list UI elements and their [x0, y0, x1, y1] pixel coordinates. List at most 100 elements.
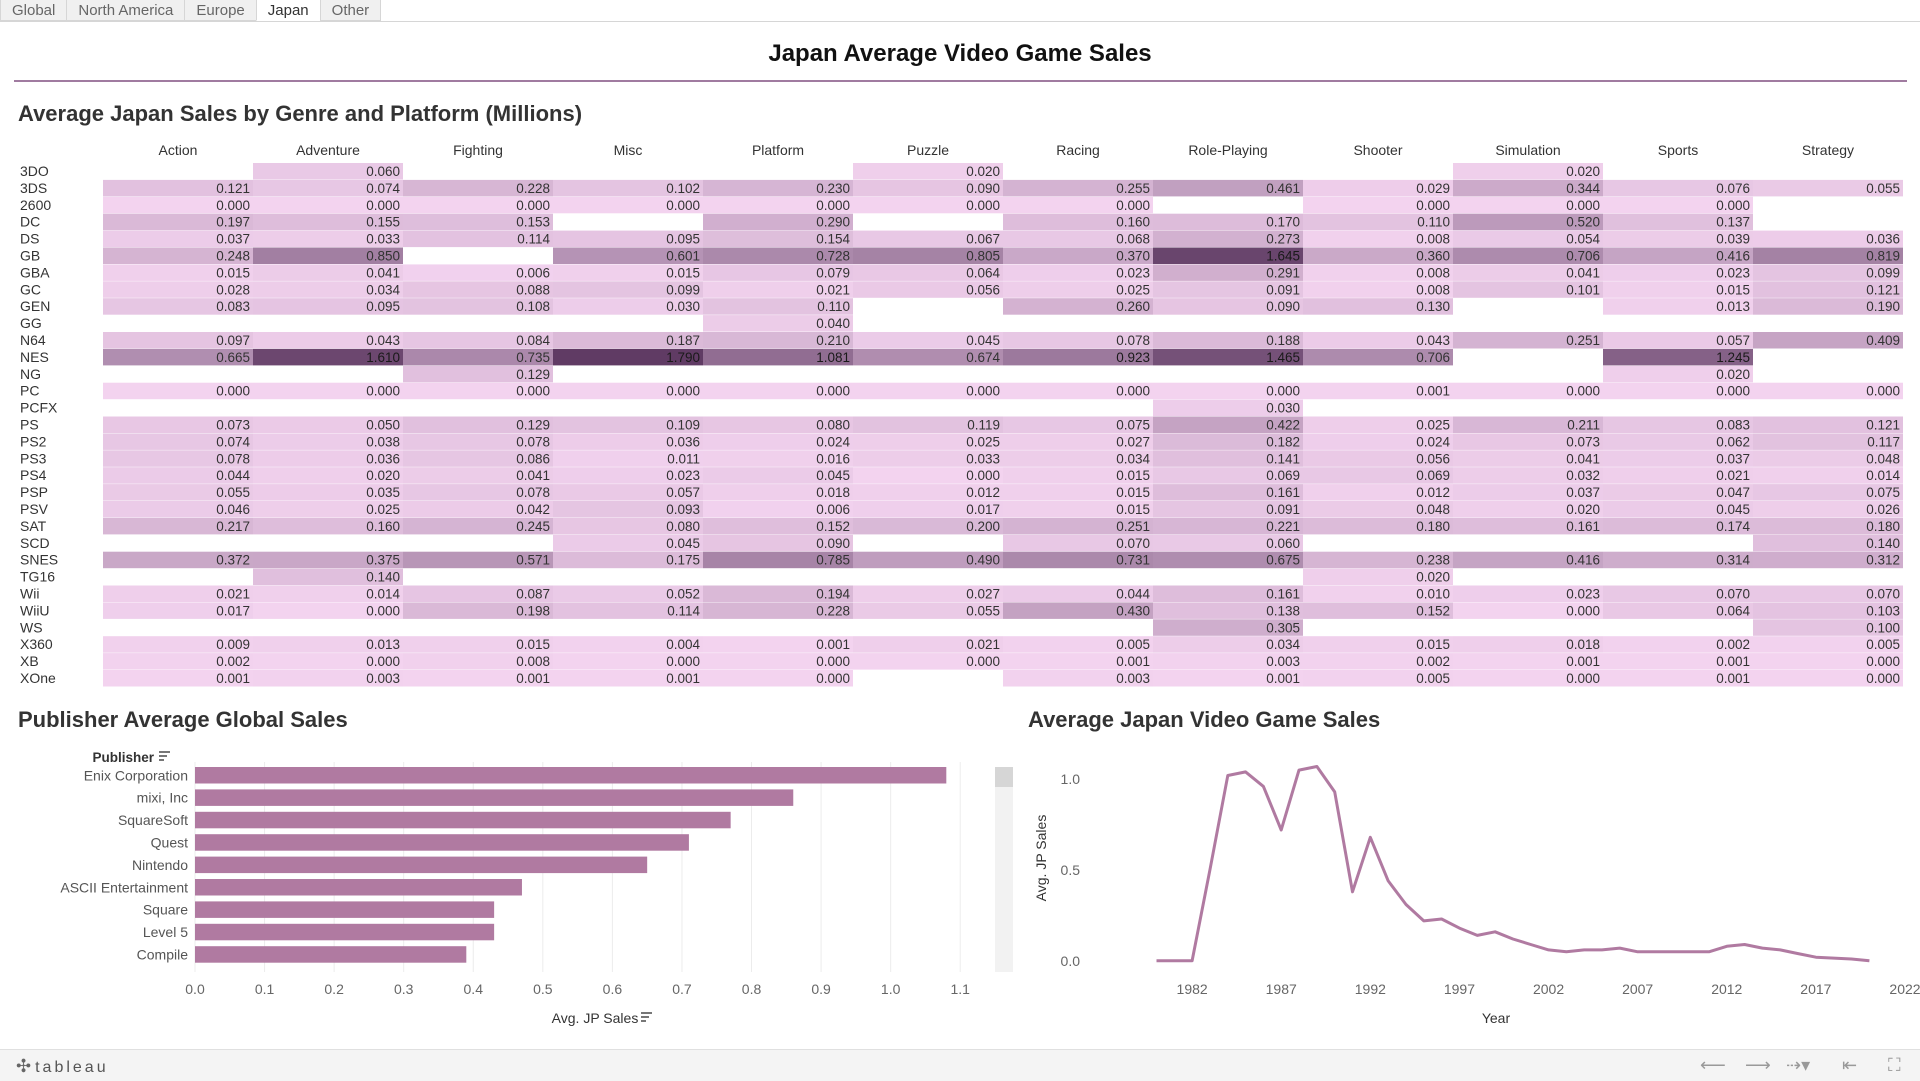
revert-icon[interactable]: ⇢▾ [1786, 1055, 1811, 1075]
heatmap-cell[interactable] [1453, 179, 1603, 197]
heatmap-cell[interactable] [1153, 551, 1303, 569]
heatmap-cell[interactable] [403, 433, 553, 450]
heatmap-cell[interactable] [1003, 348, 1153, 366]
heatmap-cell[interactable] [1003, 281, 1153, 298]
heatmap-cell[interactable] [1603, 517, 1753, 535]
heatmap-cell[interactable] [1303, 501, 1453, 518]
heatmap-cell[interactable] [1453, 247, 1603, 265]
heatmap-cell[interactable] [103, 247, 253, 265]
heatmap-cell[interactable] [853, 484, 1003, 501]
heatmap-cell[interactable] [1003, 467, 1153, 484]
heatmap-cell[interactable] [103, 636, 253, 653]
heatmap-cell[interactable] [553, 517, 703, 535]
heatmap-cell[interactable] [853, 247, 1003, 265]
heatmap-cell[interactable] [1003, 501, 1153, 518]
heatmap-cell[interactable] [103, 653, 253, 670]
heatmap-cell[interactable] [553, 551, 703, 569]
heatmap-cell[interactable] [853, 467, 1003, 484]
heatmap-cell[interactable] [703, 551, 853, 569]
publisher-bar[interactable] [195, 811, 731, 829]
heatmap-cell[interactable] [553, 670, 703, 687]
heatmap-cell[interactable] [253, 213, 403, 231]
heatmap-cell[interactable] [1303, 568, 1453, 586]
heatmap-cell[interactable] [1003, 298, 1153, 315]
heatmap-cell[interactable] [1003, 585, 1153, 603]
heatmap-cell[interactable] [403, 450, 553, 467]
heatmap-cell[interactable] [553, 230, 703, 248]
heatmap-cell[interactable] [253, 433, 403, 450]
heatmap-cell[interactable] [1303, 416, 1453, 434]
heatmap-cell[interactable] [403, 484, 553, 501]
heatmap-cell[interactable] [703, 230, 853, 248]
heatmap-cell[interactable] [103, 467, 253, 484]
heatmap-cell[interactable] [253, 636, 403, 653]
heatmap-cell[interactable] [103, 585, 253, 603]
tableau-logo[interactable]: ✣ tableau [16, 1056, 109, 1076]
heatmap-cell[interactable] [553, 196, 703, 214]
heatmap-cell[interactable] [1453, 636, 1603, 653]
heatmap-cell[interactable] [703, 484, 853, 501]
heatmap-cell[interactable] [553, 450, 703, 467]
heatmap-cell[interactable] [853, 653, 1003, 670]
heatmap-cell[interactable] [403, 585, 553, 603]
heatmap-cell[interactable] [1003, 332, 1153, 349]
heatmap-cell[interactable] [853, 501, 1003, 518]
heatmap-cell[interactable] [1303, 264, 1453, 281]
heatmap-cell[interactable] [403, 653, 553, 670]
heatmap-cell[interactable] [253, 517, 403, 535]
heatmap-cell[interactable] [403, 298, 553, 315]
heatmap-cell[interactable] [253, 163, 403, 180]
heatmap-cell[interactable] [553, 264, 703, 281]
heatmap-cell[interactable] [703, 501, 853, 518]
heatmap-cell[interactable] [253, 247, 403, 265]
heatmap-cell[interactable] [1003, 213, 1153, 231]
heatmap-cell[interactable] [1753, 382, 1903, 400]
heatmap-cell[interactable] [1603, 264, 1753, 281]
heatmap-cell[interactable] [403, 501, 553, 518]
heatmap-cell[interactable] [1753, 281, 1903, 298]
heatmap-cell[interactable] [403, 416, 553, 434]
heatmap-cell[interactable] [1003, 247, 1153, 265]
heatmap-cell[interactable] [1753, 517, 1903, 535]
heatmap-cell[interactable] [853, 382, 1003, 400]
heatmap-cell[interactable] [1753, 602, 1903, 619]
heatmap-cell[interactable] [253, 196, 403, 214]
heatmap-cell[interactable] [1603, 551, 1753, 569]
heatmap-cell[interactable] [553, 332, 703, 349]
heatmap-cell[interactable] [1603, 670, 1753, 687]
heatmap-cell[interactable] [1603, 281, 1753, 298]
publisher-bar[interactable] [195, 834, 689, 851]
heatmap-cell[interactable] [1603, 467, 1753, 484]
heatmap-cell[interactable] [1453, 517, 1603, 535]
heatmap-cell[interactable] [1603, 484, 1753, 501]
scrollbar-track[interactable] [995, 767, 1013, 972]
heatmap-cell[interactable] [1453, 264, 1603, 281]
heatmap-cell[interactable] [703, 247, 853, 265]
heatmap-cell[interactable] [1603, 382, 1753, 400]
heatmap-cell[interactable] [703, 196, 853, 214]
heatmap-cell[interactable] [253, 585, 403, 603]
heatmap-cell[interactable] [1753, 298, 1903, 315]
heatmap-cell[interactable] [1153, 433, 1303, 450]
heatmap-cell[interactable] [1003, 382, 1153, 400]
heatmap-cell[interactable] [1753, 179, 1903, 197]
heatmap-cell[interactable] [253, 281, 403, 298]
heatmap-cell[interactable] [103, 264, 253, 281]
heatmap-cell[interactable] [1003, 416, 1153, 434]
heatmap-cell[interactable] [1603, 196, 1753, 214]
heatmap-cell[interactable] [1753, 332, 1903, 349]
publisher-bar[interactable] [195, 789, 794, 806]
heatmap-cell[interactable] [103, 179, 253, 197]
heatmap-cell[interactable] [553, 281, 703, 298]
heatmap-cell[interactable] [1003, 670, 1153, 687]
heatmap-cell[interactable] [853, 281, 1003, 298]
heatmap-cell[interactable] [1603, 230, 1753, 248]
heatmap-cell[interactable] [253, 551, 403, 569]
heatmap-cell[interactable] [103, 670, 253, 687]
heatmap-cell[interactable] [1153, 517, 1303, 535]
heatmap-cell[interactable] [253, 416, 403, 434]
heatmap-cell[interactable] [253, 230, 403, 248]
heatmap-cell[interactable] [703, 585, 853, 603]
heatmap-cell[interactable] [103, 484, 253, 501]
